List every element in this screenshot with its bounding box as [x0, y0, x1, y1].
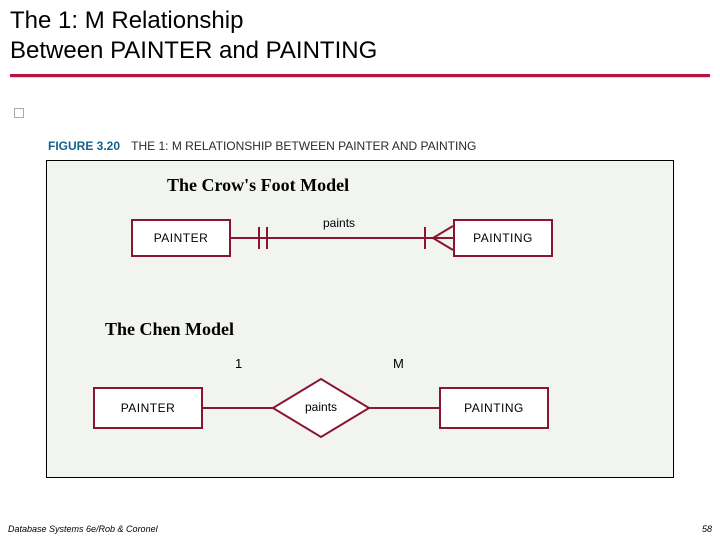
chen-card-left: 1: [235, 356, 242, 371]
figure-caption-text: THE 1: M RELATIONSHIP BETWEEN PAINTER AN…: [131, 139, 476, 153]
figure-panel: The Crow's Foot Model PAINTER PAINTING p…: [46, 160, 674, 478]
title-line-1: The 1: M Relationship: [10, 6, 710, 36]
figure-label: FIGURE 3.20: [48, 139, 120, 153]
slide-footer: Database Systems 6e/Rob & Coronel 58: [8, 524, 712, 534]
figure-caption: FIGURE 3.20 THE 1: M RELATIONSHIP BETWEE…: [48, 139, 476, 153]
crowsfoot-title: The Crow's Foot Model: [167, 175, 349, 196]
crowsfoot-rel-label: paints: [323, 216, 355, 230]
slide-title: The 1: M Relationship Between PAINTER an…: [0, 0, 720, 66]
title-line-2: Between PAINTER and PAINTING: [10, 36, 710, 66]
footer-left: Database Systems 6e/Rob & Coronel: [8, 524, 158, 534]
crowsfoot-entity-right: PAINTING: [453, 219, 553, 257]
chen-rel-label: paints: [305, 400, 337, 414]
title-rule-shadow: [10, 77, 710, 78]
chen-entity-left: PAINTER: [93, 387, 203, 429]
bullet-icon: [14, 108, 24, 118]
chen-card-right: M: [393, 356, 404, 371]
crowsfoot-entity-left: PAINTER: [131, 219, 231, 257]
footer-page: 58: [702, 524, 712, 534]
chen-title: The Chen Model: [105, 319, 234, 340]
chen-entity-right: PAINTING: [439, 387, 549, 429]
